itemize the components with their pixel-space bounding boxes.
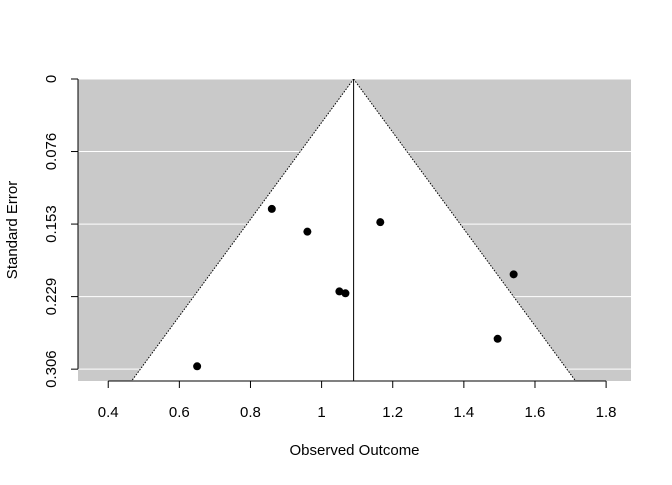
funnel-left-boundary [131, 79, 355, 381]
y-axis-label: Standard Error [4, 181, 21, 279]
y-tick-label: 0 [43, 75, 60, 83]
data-point [493, 334, 502, 343]
x-tick-label: 1.8 [596, 404, 617, 421]
y-tick-label: 0.153 [43, 205, 60, 243]
data-point [509, 270, 518, 279]
x-tick-label: 0.8 [240, 404, 261, 421]
data-point [376, 218, 385, 227]
y-tick-label: 0.076 [43, 133, 60, 171]
x-axis-label: Observed Outcome [289, 442, 419, 459]
y-axis: 0 0.076 0.153 0.229 0.306 [43, 75, 79, 388]
x-tick-label: 1 [317, 404, 325, 421]
data-points [193, 204, 518, 371]
x-axis: 0.4 0.6 0.8 1 1.2 1.4 1.6 1.8 [98, 380, 617, 421]
gridlines [78, 78, 631, 370]
data-point [267, 204, 276, 213]
y-tick-label: 0.306 [43, 350, 60, 388]
data-point [303, 227, 312, 236]
x-tick-label: 0.4 [98, 404, 119, 421]
x-tick-label: 0.6 [169, 404, 190, 421]
funnel-right-boundary [353, 79, 577, 381]
x-tick-label: 1.6 [525, 404, 546, 421]
data-point [193, 362, 202, 371]
data-point [335, 287, 344, 296]
data-point [341, 289, 350, 298]
x-tick-label: 1.2 [382, 404, 403, 421]
y-tick-label: 0.229 [43, 278, 60, 316]
x-tick-label: 1.4 [453, 404, 474, 421]
